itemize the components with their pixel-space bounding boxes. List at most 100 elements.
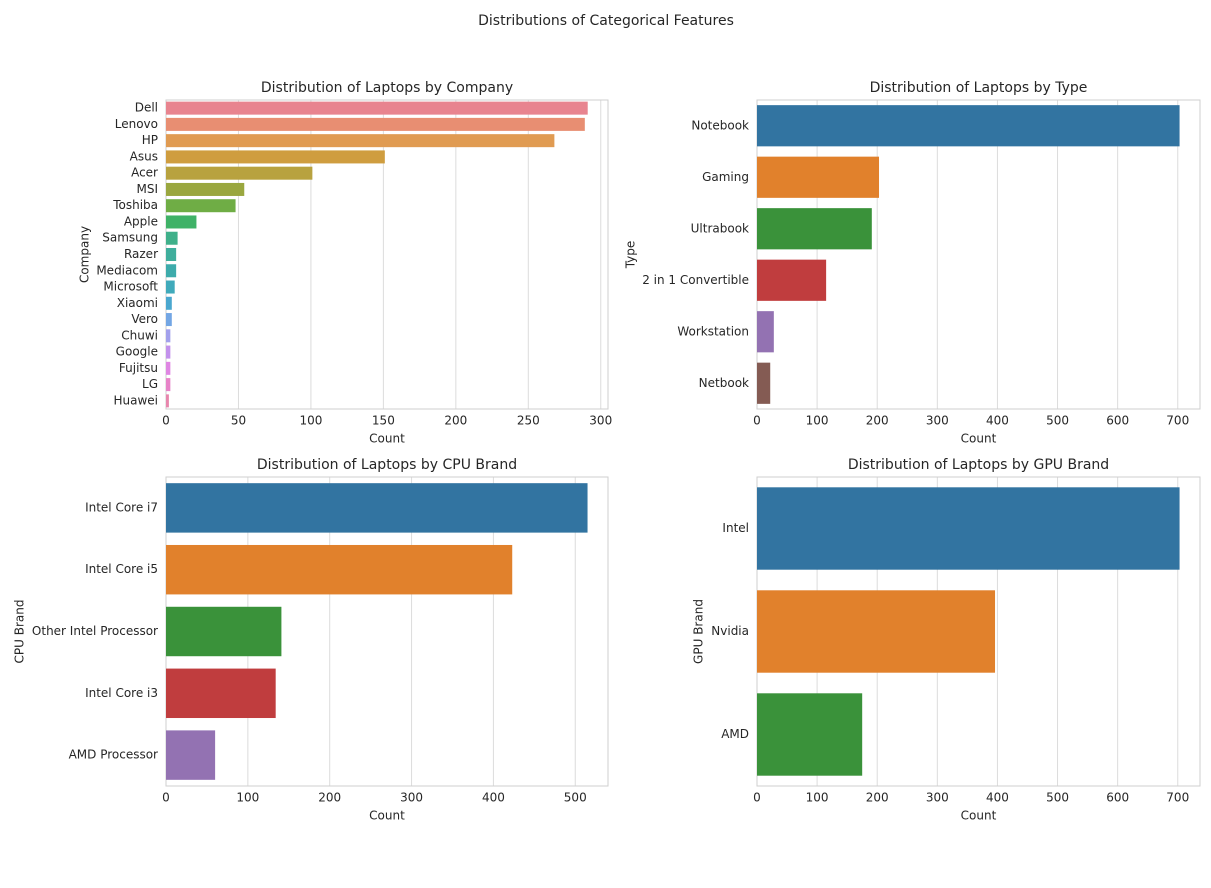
y-tick-label: Xiaomi [117,296,158,310]
x-tick-label: 200 [318,791,341,805]
x-tick-label: 300 [400,791,423,805]
y-tick-label: Razer [124,247,158,261]
x-tick-label: 500 [1046,414,1069,428]
bar [757,487,1180,570]
bar [757,208,872,250]
x-tick-label: 300 [926,414,949,428]
y-tick-label: Other Intel Processor [32,624,158,638]
y-tick-label: MSI [136,182,158,196]
bar [757,362,771,404]
y-tick-label: Samsung [102,231,158,245]
y-tick-label: Dell [135,101,158,115]
y-tick-label: AMD [721,727,749,741]
x-tick-label: 700 [1166,791,1189,805]
y-tick-label: Fujitsu [119,361,158,375]
y-tick-label: Huawei [113,393,158,407]
x-tick-label: 0 [162,414,170,428]
bar [757,590,996,673]
bar [166,544,513,595]
y-tick-label: Netbook [699,376,749,390]
bar [166,117,585,131]
bar [757,259,827,301]
bar [166,182,245,196]
x-tick-label: 500 [1046,791,1069,805]
x-tick-label: 200 [866,791,889,805]
x-axis-label: Count [961,432,997,446]
y-tick-label: Lenovo [115,117,158,131]
bar [166,730,216,780]
bar [166,231,178,245]
subplot-title: Distribution of Laptops by CPU Brand [257,457,517,473]
axes-frame [756,99,1201,410]
x-tick-label: 300 [926,791,949,805]
bar [757,693,863,776]
x-tick-label: 400 [986,414,1009,428]
x-tick-label: 400 [986,791,1009,805]
x-tick-label: 250 [517,414,540,428]
y-tick-label: LG [142,377,158,391]
x-axis-label: Count [369,809,405,823]
y-axis-label: Company [78,226,92,283]
subplot-title: Distribution of Laptops by Type [870,80,1088,96]
bar [166,378,171,392]
bar [166,296,172,310]
y-tick-label: Mediacom [96,263,158,277]
y-axis-label: GPU Brand [692,599,706,664]
bar [166,166,313,180]
x-tick-label: 200 [866,414,889,428]
x-tick-label: 100 [299,414,322,428]
bar [166,329,171,343]
x-tick-label: 700 [1166,414,1189,428]
y-tick-label: Asus [130,149,158,163]
y-tick-label: 2 in 1 Convertible [642,273,749,287]
y-axis-label: CPU Brand [13,600,27,664]
bar [166,361,171,375]
bar [166,215,197,229]
x-tick-label: 100 [236,791,259,805]
y-tick-label: Google [116,345,158,359]
y-tick-label: Ultrabook [691,221,749,235]
x-axis-label: Count [961,809,997,823]
y-tick-label: Intel Core i5 [85,562,158,576]
y-tick-label: Intel [722,521,749,535]
bar [166,134,555,148]
subplot-title: Distribution of Laptops by Company [261,80,513,96]
bar [166,150,385,164]
x-tick-label: 100 [806,791,829,805]
bar [166,280,175,294]
x-tick-label: 600 [1106,414,1129,428]
x-tick-label: 100 [806,414,829,428]
bar [166,606,282,657]
y-tick-label: Toshiba [112,198,158,212]
bar [757,105,1180,147]
bar [166,247,177,262]
y-tick-label: Apple [124,214,158,228]
bar [166,313,172,327]
x-tick-label: 0 [753,414,761,428]
y-tick-label: Chuwi [121,328,158,342]
bar [166,101,588,115]
y-tick-label: Microsoft [103,280,158,294]
y-tick-label: Vero [131,312,158,326]
bar [166,394,169,408]
bar [166,483,588,533]
x-tick-label: 0 [162,791,170,805]
x-tick-label: 400 [482,791,505,805]
y-tick-label: Nvidia [711,624,749,638]
figure-title: Distributions of Categorical Features [478,13,734,29]
x-tick-label: 500 [564,791,587,805]
bar [166,199,236,213]
subplot-title: Distribution of Laptops by GPU Brand [848,457,1109,473]
bar [757,311,774,353]
bar [166,264,177,278]
x-tick-label: 0 [753,791,761,805]
y-tick-label: Gaming [702,170,749,184]
y-tick-label: AMD Processor [69,748,158,762]
y-tick-label: Intel Core i3 [85,686,158,700]
x-tick-label: 200 [444,414,467,428]
y-axis-label: Type [624,241,638,270]
x-tick-label: 150 [372,414,395,428]
x-tick-label: 600 [1106,791,1129,805]
bar [757,156,880,198]
